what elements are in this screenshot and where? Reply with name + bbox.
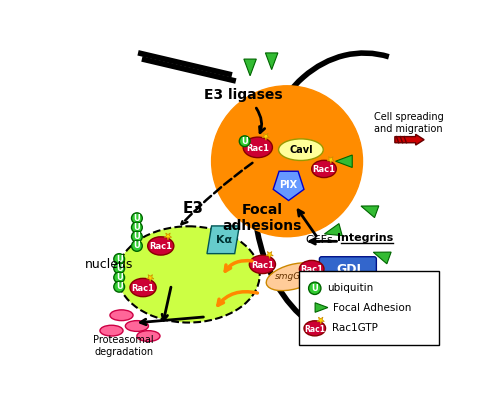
Text: nucleus: nucleus xyxy=(86,258,134,271)
Polygon shape xyxy=(336,155,352,167)
Polygon shape xyxy=(324,223,342,236)
Polygon shape xyxy=(266,53,278,70)
Polygon shape xyxy=(244,59,256,76)
Ellipse shape xyxy=(312,160,336,178)
Text: Rac1GTP: Rac1GTP xyxy=(332,323,378,333)
Ellipse shape xyxy=(126,321,148,331)
Ellipse shape xyxy=(243,137,272,158)
Polygon shape xyxy=(374,252,391,264)
Text: Rac1: Rac1 xyxy=(132,284,154,293)
Text: smgGDS: smgGDS xyxy=(276,272,314,281)
Text: Kα: Kα xyxy=(216,235,232,245)
Circle shape xyxy=(132,213,142,224)
Ellipse shape xyxy=(110,310,133,321)
FancyBboxPatch shape xyxy=(298,271,438,345)
Text: U: U xyxy=(312,284,318,293)
Polygon shape xyxy=(327,156,334,164)
Ellipse shape xyxy=(130,278,156,297)
Polygon shape xyxy=(146,275,154,282)
Text: Rac1: Rac1 xyxy=(304,325,326,334)
Circle shape xyxy=(132,241,142,251)
Circle shape xyxy=(132,222,142,233)
Ellipse shape xyxy=(304,321,326,336)
Text: Rac1: Rac1 xyxy=(246,144,270,152)
Text: Rac1: Rac1 xyxy=(312,165,336,174)
Ellipse shape xyxy=(266,263,320,291)
Polygon shape xyxy=(317,317,324,324)
Text: GDI: GDI xyxy=(336,262,361,275)
Circle shape xyxy=(114,263,124,274)
Text: Proteasomal
degradation: Proteasomal degradation xyxy=(94,335,154,357)
Ellipse shape xyxy=(278,139,323,160)
Text: Cell spreading
and migration: Cell spreading and migration xyxy=(374,112,444,134)
Polygon shape xyxy=(164,233,172,240)
Ellipse shape xyxy=(300,260,324,278)
Circle shape xyxy=(114,254,124,264)
Text: ubiquitin: ubiquitin xyxy=(327,283,374,293)
Polygon shape xyxy=(262,133,270,140)
Text: Integrins: Integrins xyxy=(338,233,394,243)
Text: Rac1: Rac1 xyxy=(150,242,172,251)
Text: U: U xyxy=(116,273,122,282)
Circle shape xyxy=(240,136,250,147)
Text: U: U xyxy=(242,137,248,146)
FancyArrow shape xyxy=(395,134,424,145)
Text: Focal
adhesions: Focal adhesions xyxy=(222,203,302,233)
Text: U: U xyxy=(134,214,140,223)
Ellipse shape xyxy=(137,331,160,342)
Text: Focal Adhesion: Focal Adhesion xyxy=(333,303,411,312)
Text: U: U xyxy=(116,255,122,264)
Text: Rac1: Rac1 xyxy=(300,265,323,274)
FancyBboxPatch shape xyxy=(320,257,376,281)
Text: U: U xyxy=(134,223,140,232)
Text: PIX: PIX xyxy=(280,180,297,190)
Polygon shape xyxy=(361,206,379,217)
Circle shape xyxy=(308,282,321,294)
Circle shape xyxy=(114,281,124,292)
Text: Rac1: Rac1 xyxy=(251,261,274,269)
Ellipse shape xyxy=(250,255,276,273)
Text: U: U xyxy=(116,282,122,291)
Polygon shape xyxy=(207,226,240,254)
Text: GEFs: GEFs xyxy=(306,235,334,245)
Circle shape xyxy=(114,272,124,283)
Text: E3: E3 xyxy=(182,201,204,216)
Ellipse shape xyxy=(118,226,260,323)
Text: U: U xyxy=(134,232,140,241)
Polygon shape xyxy=(315,303,328,312)
Polygon shape xyxy=(266,251,274,258)
Text: U: U xyxy=(134,242,140,251)
Polygon shape xyxy=(273,171,304,201)
Text: E3 ligases: E3 ligases xyxy=(204,88,282,102)
Circle shape xyxy=(212,86,362,237)
Ellipse shape xyxy=(148,237,174,255)
Text: U: U xyxy=(116,264,122,273)
Ellipse shape xyxy=(100,325,123,336)
Circle shape xyxy=(132,231,142,242)
Text: CavI: CavI xyxy=(289,145,312,155)
